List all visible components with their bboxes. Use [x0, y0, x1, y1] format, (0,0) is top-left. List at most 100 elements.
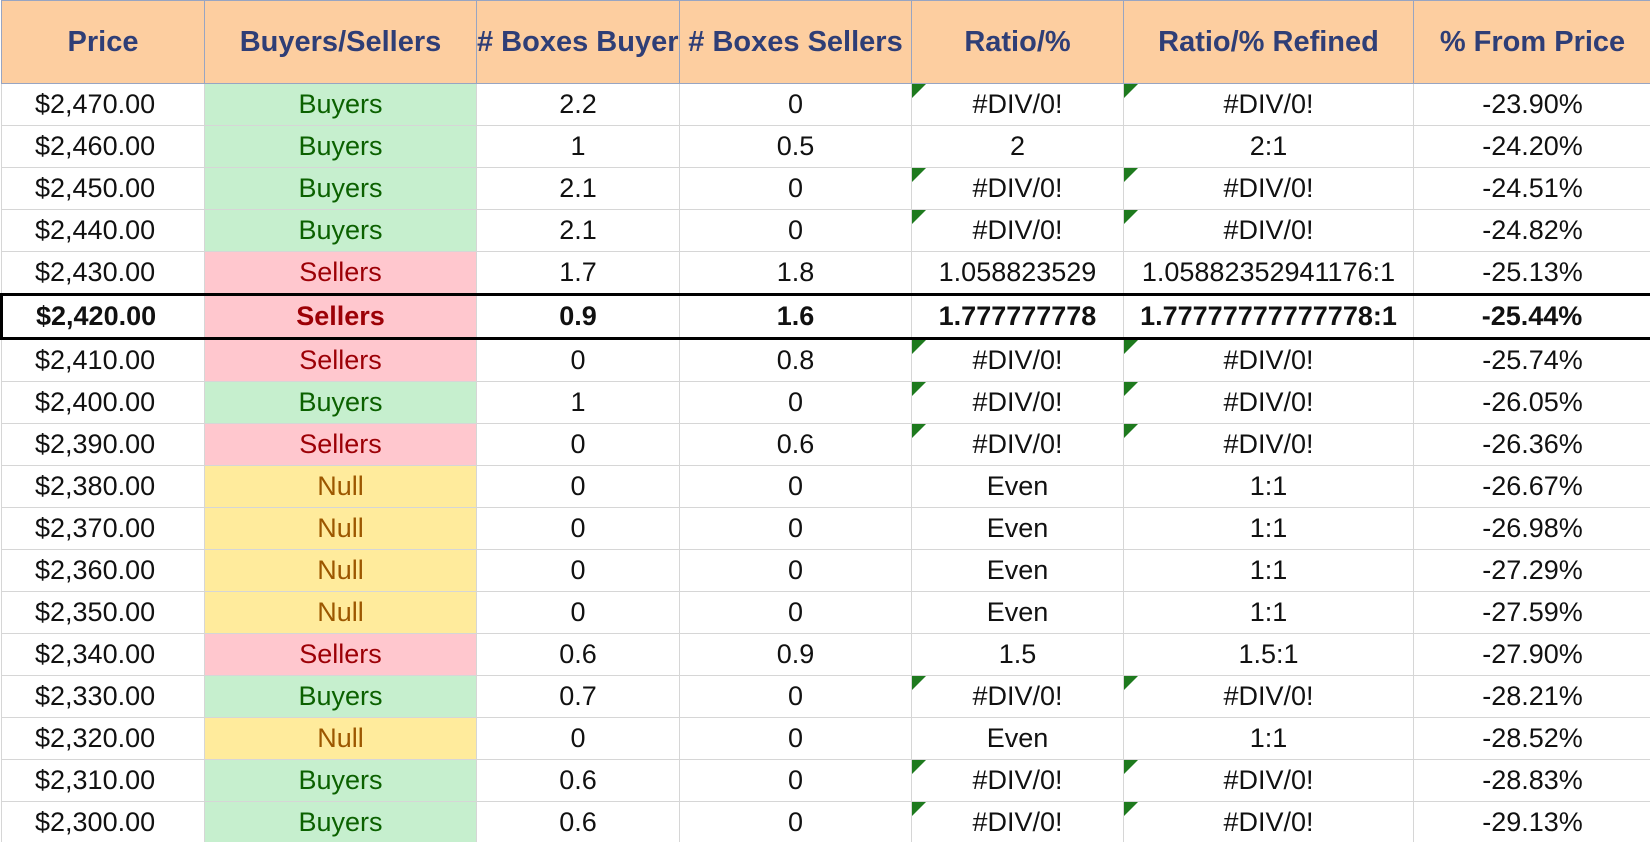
price-cell[interactable]: $2,390.00 — [1, 423, 205, 466]
boxes-buyers-cell[interactable]: 2.1 — [476, 209, 680, 252]
boxes-buyers-cell[interactable]: 0 — [476, 591, 680, 634]
from-price-cell[interactable]: -28.52% — [1413, 717, 1650, 760]
buyers-sellers-cell[interactable]: Buyers — [204, 801, 477, 842]
boxes-buyers-cell[interactable]: 0.7 — [476, 675, 680, 718]
buyers-sellers-cell[interactable]: Null — [204, 591, 477, 634]
boxes-sellers-cell[interactable]: 0 — [679, 507, 912, 550]
boxes-sellers-cell[interactable]: 1.6 — [679, 293, 912, 340]
buyers-sellers-cell[interactable]: Buyers — [204, 83, 477, 126]
boxes-buyers-cell[interactable]: 0 — [476, 465, 680, 508]
boxes-sellers-cell[interactable]: 0 — [679, 801, 912, 842]
boxes-sellers-cell[interactable]: 0 — [679, 381, 912, 424]
price-cell[interactable]: $2,410.00 — [1, 338, 205, 382]
header-from-price[interactable]: % From Price — [1413, 0, 1650, 84]
from-price-cell[interactable]: -24.51% — [1413, 167, 1650, 210]
ratio-refined-cell[interactable]: 1:1 — [1123, 465, 1414, 508]
boxes-buyers-cell[interactable]: 0 — [476, 338, 680, 382]
boxes-buyers-cell[interactable]: 0.9 — [476, 293, 680, 340]
boxes-sellers-cell[interactable]: 0 — [679, 717, 912, 760]
buyers-sellers-cell[interactable]: Null — [204, 507, 477, 550]
price-cell[interactable]: $2,440.00 — [1, 209, 205, 252]
ratio-cell[interactable]: Even — [911, 591, 1124, 634]
ratio-cell[interactable]: #DIV/0! — [911, 209, 1124, 252]
header-ratio-refined[interactable]: Ratio/% Refined — [1123, 0, 1414, 84]
price-cell[interactable]: $2,470.00 — [1, 83, 205, 126]
header-boxes-buyers[interactable]: # Boxes Buyers — [476, 0, 680, 84]
buyers-sellers-cell[interactable]: Sellers — [204, 633, 477, 676]
boxes-sellers-cell[interactable]: 0 — [679, 549, 912, 592]
price-cell[interactable]: $2,320.00 — [1, 717, 205, 760]
ratio-refined-cell[interactable]: 1:1 — [1123, 507, 1414, 550]
boxes-sellers-cell[interactable]: 0 — [679, 591, 912, 634]
boxes-buyers-cell[interactable]: 0.6 — [476, 759, 680, 802]
buyers-sellers-cell[interactable]: Buyers — [204, 209, 477, 252]
from-price-cell[interactable]: -28.83% — [1413, 759, 1650, 802]
buyers-sellers-cell[interactable]: Null — [204, 465, 477, 508]
ratio-cell[interactable]: 1.058823529 — [911, 251, 1124, 295]
price-cell[interactable]: $2,420.00 — [0, 293, 205, 340]
boxes-sellers-cell[interactable]: 0.9 — [679, 633, 912, 676]
buyers-sellers-cell[interactable]: Sellers — [204, 251, 477, 295]
from-price-cell[interactable]: -27.90% — [1413, 633, 1650, 676]
header-boxes-sellers[interactable]: # Boxes Sellers — [679, 0, 912, 84]
ratio-cell[interactable]: 1.5 — [911, 633, 1124, 676]
from-price-cell[interactable]: -23.90% — [1413, 83, 1650, 126]
price-cell[interactable]: $2,340.00 — [1, 633, 205, 676]
ratio-cell[interactable]: 2 — [911, 125, 1124, 168]
buyers-sellers-cell[interactable]: Null — [204, 717, 477, 760]
from-price-cell[interactable]: -26.98% — [1413, 507, 1650, 550]
ratio-refined-cell[interactable]: #DIV/0! — [1123, 209, 1414, 252]
buyers-sellers-cell[interactable]: Buyers — [204, 167, 477, 210]
boxes-sellers-cell[interactable]: 0.6 — [679, 423, 912, 466]
header-price[interactable]: Price — [1, 0, 205, 84]
price-cell[interactable]: $2,300.00 — [1, 801, 205, 842]
ratio-refined-cell[interactable]: #DIV/0! — [1123, 338, 1414, 382]
boxes-buyers-cell[interactable]: 2.2 — [476, 83, 680, 126]
ratio-cell[interactable]: #DIV/0! — [911, 83, 1124, 126]
ratio-refined-cell[interactable]: 1:1 — [1123, 549, 1414, 592]
ratio-cell[interactable]: #DIV/0! — [911, 423, 1124, 466]
boxes-sellers-cell[interactable]: 0 — [679, 209, 912, 252]
boxes-sellers-cell[interactable]: 0 — [679, 465, 912, 508]
boxes-buyers-cell[interactable]: 2.1 — [476, 167, 680, 210]
boxes-sellers-cell[interactable]: 0 — [679, 759, 912, 802]
from-price-cell[interactable]: -27.59% — [1413, 591, 1650, 634]
boxes-buyers-cell[interactable]: 1.7 — [476, 251, 680, 295]
ratio-refined-cell[interactable]: 1:1 — [1123, 717, 1414, 760]
boxes-buyers-cell[interactable]: 0 — [476, 549, 680, 592]
from-price-cell[interactable]: -29.13% — [1413, 801, 1650, 842]
price-cell[interactable]: $2,360.00 — [1, 549, 205, 592]
buyers-sellers-cell[interactable]: Sellers — [204, 423, 477, 466]
buyers-sellers-cell[interactable]: Buyers — [204, 759, 477, 802]
ratio-cell[interactable]: #DIV/0! — [911, 167, 1124, 210]
from-price-cell[interactable]: -25.44% — [1413, 293, 1650, 340]
price-cell[interactable]: $2,380.00 — [1, 465, 205, 508]
ratio-refined-cell[interactable]: #DIV/0! — [1123, 675, 1414, 718]
boxes-buyers-cell[interactable]: 1 — [476, 381, 680, 424]
boxes-buyers-cell[interactable]: 0.6 — [476, 633, 680, 676]
buyers-sellers-cell[interactable]: Buyers — [204, 675, 477, 718]
from-price-cell[interactable]: -26.05% — [1413, 381, 1650, 424]
ratio-cell[interactable]: 1.777777778 — [911, 293, 1124, 340]
buyers-sellers-cell[interactable]: Null — [204, 549, 477, 592]
ratio-refined-cell[interactable]: #DIV/0! — [1123, 83, 1414, 126]
price-cell[interactable]: $2,330.00 — [1, 675, 205, 718]
ratio-refined-cell[interactable]: 1.77777777777778:1 — [1123, 293, 1414, 340]
ratio-refined-cell[interactable]: #DIV/0! — [1123, 423, 1414, 466]
price-cell[interactable]: $2,400.00 — [1, 381, 205, 424]
boxes-sellers-cell[interactable]: 1.8 — [679, 251, 912, 295]
from-price-cell[interactable]: -24.82% — [1413, 209, 1650, 252]
boxes-sellers-cell[interactable]: 0 — [679, 675, 912, 718]
ratio-cell[interactable]: Even — [911, 717, 1124, 760]
ratio-cell[interactable]: Even — [911, 465, 1124, 508]
boxes-buyers-cell[interactable]: 1 — [476, 125, 680, 168]
header-ratio[interactable]: Ratio/% — [911, 0, 1124, 84]
price-cell[interactable]: $2,460.00 — [1, 125, 205, 168]
boxes-buyers-cell[interactable]: 0.6 — [476, 801, 680, 842]
boxes-sellers-cell[interactable]: 0.8 — [679, 338, 912, 382]
ratio-refined-cell[interactable]: #DIV/0! — [1123, 381, 1414, 424]
ratio-cell[interactable]: #DIV/0! — [911, 759, 1124, 802]
ratio-cell[interactable]: #DIV/0! — [911, 338, 1124, 382]
ratio-refined-cell[interactable]: #DIV/0! — [1123, 759, 1414, 802]
boxes-buyers-cell[interactable]: 0 — [476, 423, 680, 466]
